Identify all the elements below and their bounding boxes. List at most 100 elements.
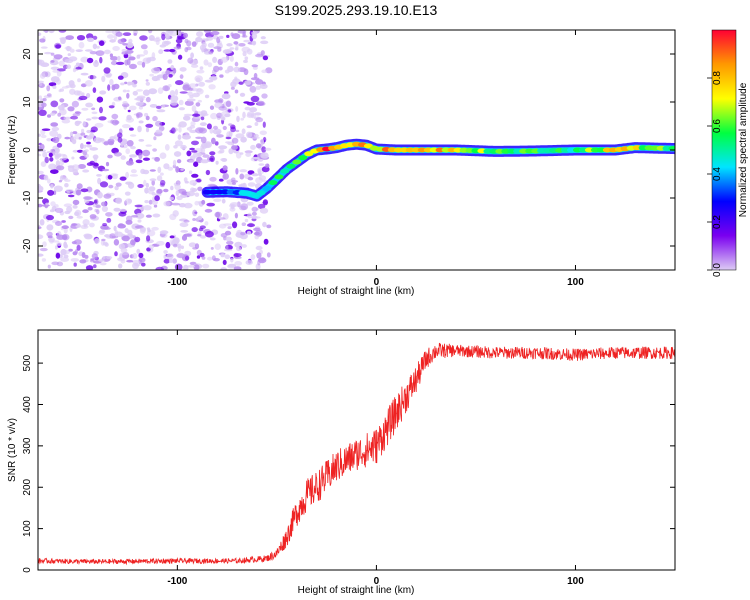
noise-speckle (80, 188, 89, 193)
noise-speckle (61, 119, 71, 124)
noise-speckle (79, 259, 87, 264)
noise-speckle (124, 81, 128, 85)
noise-speckle (142, 89, 150, 96)
noise-speckle (110, 173, 119, 177)
noise-speckle (107, 34, 115, 39)
noise-speckle (148, 30, 153, 34)
noise-speckle (188, 242, 197, 248)
noise-speckle (118, 263, 123, 269)
noise-speckle (218, 145, 228, 150)
noise-speckle (204, 208, 213, 213)
noise-speckle (143, 205, 152, 211)
noise-speckle (232, 182, 236, 185)
noise-speckle (244, 218, 249, 223)
noise-speckle (251, 173, 259, 177)
noise-speckle (146, 235, 151, 242)
noise-speckle (131, 260, 141, 264)
ridge-point (292, 159, 302, 165)
noise-speckle (108, 184, 114, 189)
noise-speckle (186, 191, 196, 197)
noise-speckle (169, 90, 176, 97)
noise-speckle (53, 185, 63, 192)
noise-speckle (181, 234, 188, 241)
noise-speckle (92, 43, 98, 50)
noise-speckle (170, 95, 179, 102)
noise-speckle (89, 147, 99, 151)
noise-speckle (260, 36, 266, 40)
noise-speckle (209, 237, 216, 241)
ridge-point (280, 168, 290, 174)
noise-speckle (234, 89, 239, 94)
snr-y-tick-label: 100 (22, 520, 33, 537)
noise-speckle (190, 187, 195, 193)
noise-speckle (195, 136, 203, 139)
noise-speckle (130, 239, 136, 246)
noise-speckle (179, 74, 184, 79)
noise-speckle (258, 175, 267, 181)
noise-speckle (137, 54, 145, 57)
noise-speckle (67, 194, 75, 198)
noise-speckle (112, 46, 120, 51)
noise-speckle (145, 182, 149, 188)
noise-speckle (218, 178, 224, 182)
noise-speckle (243, 68, 249, 76)
noise-speckle (40, 134, 47, 139)
noise-speckle (127, 109, 131, 113)
noise-speckle (231, 145, 238, 151)
noise-speckle (96, 96, 104, 103)
noise-speckle (95, 50, 105, 56)
noise-speckle (210, 112, 218, 120)
noise-speckle (42, 97, 47, 102)
noise-speckle (184, 180, 189, 184)
noise-speckle (189, 147, 196, 151)
noise-speckle (107, 154, 113, 159)
noise-speckle (69, 131, 74, 137)
noise-speckle (77, 78, 81, 83)
noise-speckle (161, 33, 166, 41)
noise-speckle (229, 202, 239, 207)
noise-speckle (199, 252, 205, 258)
noise-speckle (92, 35, 98, 40)
noise-speckle (94, 238, 100, 244)
noise-speckle (203, 59, 209, 66)
noise-speckle (142, 149, 151, 157)
noise-speckle (66, 64, 72, 69)
noise-speckle (49, 157, 54, 162)
noise-speckle (98, 259, 105, 262)
noise-speckle (155, 129, 163, 134)
noise-speckle (156, 175, 163, 182)
noise-speckle (48, 163, 57, 170)
noise-speckle (169, 235, 175, 239)
heatmap-y-tick-label: 20 (22, 48, 33, 60)
noise-speckle (231, 33, 241, 40)
noise-speckle (196, 255, 201, 259)
noise-speckle (190, 121, 196, 127)
noise-speckle (162, 73, 168, 81)
noise-speckle (178, 107, 185, 111)
noise-speckle (38, 203, 43, 208)
noise-speckle (175, 38, 183, 44)
noise-speckle (128, 182, 135, 189)
noise-speckle (46, 85, 51, 92)
noise-speckle (93, 60, 99, 68)
noise-speckle (172, 67, 177, 74)
noise-speckle (82, 169, 90, 173)
noise-speckle (251, 32, 258, 40)
noise-speckle (81, 128, 85, 133)
snr-x-tick-label: 0 (374, 576, 380, 587)
noise-speckle (50, 149, 55, 152)
noise-speckle (168, 84, 172, 88)
noise-speckle (175, 190, 180, 196)
noise-speckle (71, 241, 77, 245)
noise-speckle (145, 144, 152, 147)
noise-speckle (170, 127, 176, 134)
noise-speckle (106, 217, 112, 223)
noise-speckle (72, 149, 79, 153)
noise-speckle (114, 230, 119, 237)
noise-speckle (188, 83, 198, 88)
noise-speckle (125, 160, 134, 166)
noise-speckle (207, 256, 213, 261)
noise-speckle (125, 219, 133, 225)
noise-speckle (137, 184, 144, 188)
noise-speckle (138, 120, 144, 124)
